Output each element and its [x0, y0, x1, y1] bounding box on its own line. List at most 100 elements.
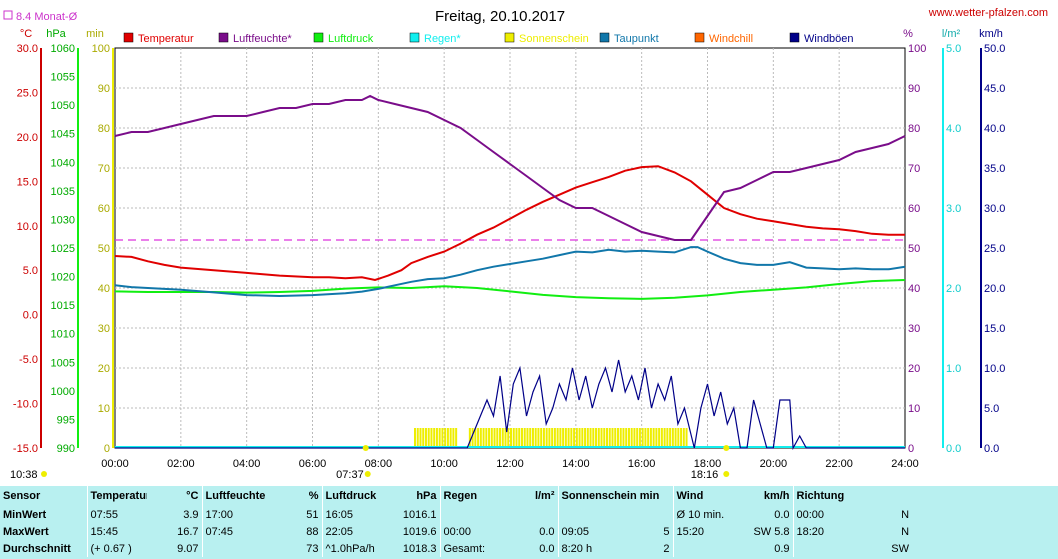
unit-humidity: %: [903, 28, 913, 40]
tick-label-wind: 15.0: [984, 323, 1005, 335]
sunshine-bar: [427, 428, 430, 448]
tick-label-sun: 20: [98, 363, 110, 375]
pressure-time: 16:05: [321, 506, 392, 523]
x-tick-label: 12:00: [496, 458, 524, 470]
wind-value: 0.0: [774, 508, 790, 521]
x-tick-label: 22:00: [825, 458, 853, 470]
legend-swatch: [218, 32, 229, 43]
sunshine-bar: [515, 428, 518, 448]
rain-time: [439, 506, 510, 523]
tick-label-sun: 30: [98, 323, 110, 335]
sunshine-bar: [641, 428, 644, 448]
sunshine-bar: [589, 428, 592, 448]
sunset-marker: [723, 445, 730, 451]
tick-label-humidity: 40: [908, 283, 920, 295]
tick-label-sun: 60: [98, 203, 110, 215]
tick-label-temp: 30.0: [17, 43, 38, 55]
legend-swatch: [789, 32, 800, 43]
wind-time: Ø 10 min.: [672, 506, 734, 523]
tick-label-temp: 0.0: [23, 310, 38, 322]
sunset-icon: [723, 471, 730, 477]
rain-value: 0.0: [539, 542, 555, 555]
tick-label-sun: 70: [98, 163, 110, 175]
chart-legend: Temperatur Luftfeuchte* Luftdruck Regen* Son…: [123, 32, 854, 45]
site-link[interactable]: www.wetter-pfalzen.com: [928, 7, 1048, 19]
daylength-label: 10:38: [10, 469, 38, 481]
tick-label-rain: 1.0: [946, 363, 961, 375]
sunshine-bar: [603, 428, 606, 448]
sunshine-bar: [647, 428, 650, 448]
weather-chart: Freitag, 20.10.2017 8.4 Monat-Ø °C hPa min…: [3, 8, 1005, 481]
series-line: [115, 359, 905, 451]
sunshine-bar: [658, 428, 661, 448]
legend-label: Regen*: [424, 33, 461, 45]
sun-value: 5: [663, 525, 670, 538]
sunshine-bar: [520, 428, 523, 448]
sunshine-bar: [507, 428, 510, 448]
tick-label-wind: 30.0: [984, 203, 1005, 215]
tick-label-pressure: 990: [57, 443, 75, 455]
legend-swatch: [409, 32, 420, 43]
sunshine-bar: [512, 428, 515, 448]
sunshine-bar: [677, 428, 680, 448]
sunshine-bar: [586, 428, 589, 448]
direction-time: 00:00: [792, 506, 849, 523]
header-sensor: Sensor: [3, 490, 41, 502]
sunshine-bar: [455, 428, 458, 448]
legend-label: Taupunkt: [614, 33, 659, 45]
sunshine-bar: [616, 428, 619, 448]
header-sunshine: Sonnenschein min: [557, 486, 674, 506]
tick-label-sun: 90: [98, 83, 110, 95]
sunshine-bar: [606, 428, 609, 448]
direction-value: N: [901, 508, 910, 521]
sunshine-bar: [611, 428, 614, 448]
sunshine-bar: [559, 428, 562, 448]
header-humidity-unit: %: [308, 490, 319, 502]
x-tick-label: 06:00: [299, 458, 327, 470]
tick-label-humidity: 30: [908, 323, 920, 335]
tick-label-rain: 5.0: [946, 43, 961, 55]
header-pressure: Luftdruck: [321, 486, 392, 506]
sunshine-bar: [570, 428, 573, 448]
row-label: MinWert: [3, 508, 47, 521]
tick-label-wind: 35.0: [984, 163, 1005, 175]
wind-value: 0.9: [774, 542, 790, 555]
sunshine-bar: [471, 428, 474, 448]
daylength-icon: [41, 471, 47, 477]
x-tick-label: 14:00: [562, 458, 590, 470]
tick-label-pressure: 1045: [51, 129, 75, 141]
sunshine-bar: [488, 428, 491, 448]
x-tick-label: 16:00: [628, 458, 656, 470]
sunshine-bar: [649, 428, 652, 448]
sunshine-bar: [600, 428, 603, 448]
humidity-value: 88: [306, 525, 319, 538]
sunshine-bar: [477, 428, 480, 448]
sunshine-bar: [625, 428, 628, 448]
tick-label-pressure: 1010: [51, 329, 75, 341]
sunshine-bar: [499, 428, 502, 448]
sunshine-bar: [685, 428, 688, 448]
legend-label: Windchill: [709, 33, 753, 45]
row-label: MaxWert: [3, 525, 49, 538]
pressure-value: 1019.6: [402, 525, 437, 538]
sun-value: [618, 506, 673, 523]
humidity-time: 07:45: [201, 523, 272, 540]
sunshine-bar: [452, 428, 455, 448]
sunrise-time: 07:37: [336, 469, 364, 481]
chart-title: Freitag, 20.10.2017: [435, 8, 565, 25]
sunshine-bar: [510, 428, 512, 448]
sunshine-bar: [419, 428, 422, 448]
x-tick-label: 18:00: [694, 458, 722, 470]
sunshine-bar: [435, 428, 438, 448]
sunshine-bar: [496, 428, 499, 448]
sunshine-bar: [424, 428, 427, 448]
sunshine-bar: [619, 428, 622, 448]
header-rain-unit: l/m²: [534, 490, 555, 502]
tick-label-pressure: 1020: [51, 272, 75, 284]
humidity-value: 73: [306, 542, 319, 555]
humidity-value: 51: [306, 508, 319, 521]
sunshine-bar: [575, 428, 578, 448]
legend-swatch: [599, 32, 610, 43]
tick-label-rain: 4.0: [946, 123, 961, 135]
tick-label-wind: 40.0: [984, 123, 1005, 135]
